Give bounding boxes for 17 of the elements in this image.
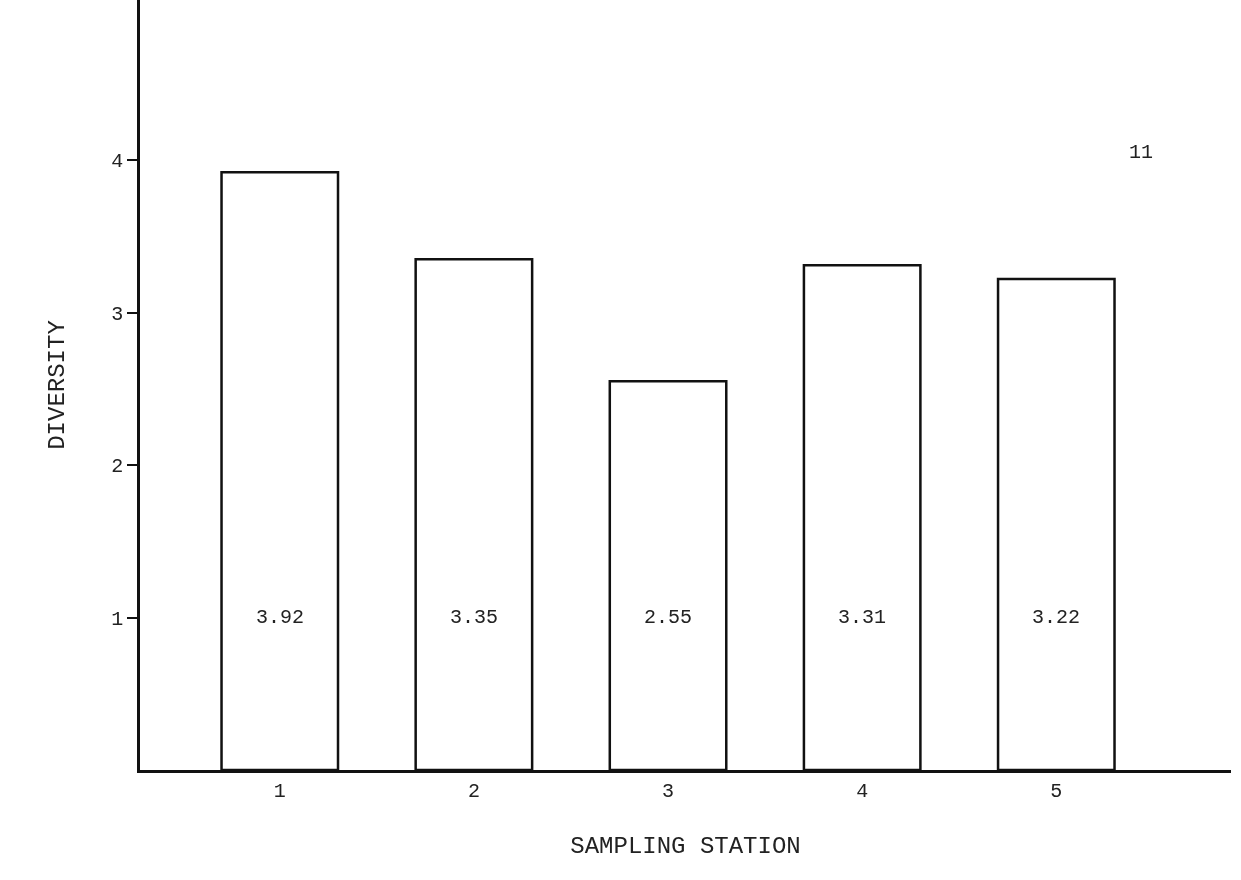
x-tick-label: 5 [1050,779,1063,803]
data-label: 3.31 [838,606,887,629]
y-tick-label: 4 [111,150,124,174]
x-tick-label: 1 [273,779,286,803]
x-tick-label: 4 [856,779,869,803]
data-label: 3.22 [1032,606,1081,629]
y-tick-label: 2 [111,455,124,479]
y-tick-label: 3 [111,302,124,326]
x-tick-label: 3 [662,779,675,803]
x-tick-label: 2 [467,779,480,803]
data-label: 3.92 [256,606,305,629]
annotation: 11 [1129,141,1154,164]
x-axis-title: SAMPLING STATION [570,833,801,861]
y-tick-label: 1 [111,607,124,631]
y-axis-title: DIVERSITY [44,320,72,450]
data-label: 3.35 [450,606,499,629]
data-label: 2.55 [644,606,693,629]
